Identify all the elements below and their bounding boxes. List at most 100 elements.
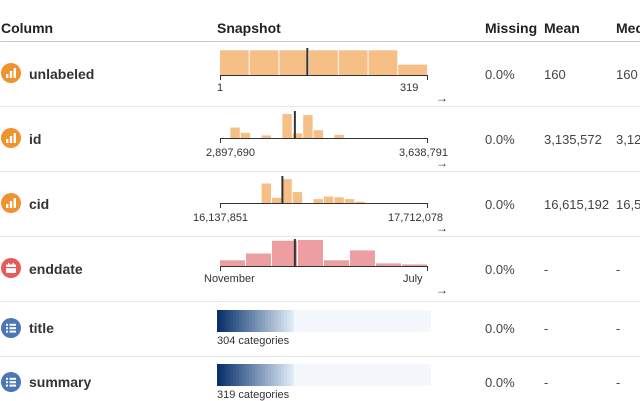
histogram-bar	[292, 133, 303, 138]
histogram[interactable]	[219, 48, 431, 82]
category-segment	[284, 310, 288, 332]
category-segment	[236, 310, 240, 332]
median-value: -	[616, 262, 621, 277]
category-segment	[242, 310, 247, 332]
table-row[interactable]: id 2,897,690 3,638,791 → 0.0% 3,135,572 …	[0, 107, 640, 172]
histogram-bar	[350, 250, 375, 266]
category-segment	[258, 310, 263, 332]
axis-min-label: 2,897,690	[206, 147, 255, 159]
table-header: Column Snapshot Missing Mean Med	[0, 0, 640, 42]
mean-value: 3,135,572	[544, 132, 602, 147]
category-bar[interactable]	[217, 310, 431, 334]
category-segment	[217, 364, 221, 386]
table-row[interactable]: enddate November July → 0.0% - -	[0, 237, 640, 302]
median-value: 160	[616, 67, 638, 82]
category-segment	[274, 364, 279, 386]
histogram-bar	[282, 114, 292, 138]
table-row[interactable]: cid 16,137,851 17,712,078 → 0.0% 16,615,…	[0, 172, 640, 237]
histogram-bar	[279, 50, 309, 75]
axis-max-label: July	[403, 273, 423, 285]
missing-value: 0.0%	[485, 321, 515, 336]
mean-value: 160	[544, 67, 566, 82]
median-value: 3,12	[616, 132, 640, 147]
category-segment	[249, 364, 253, 386]
table-row[interactable]: title 304 categories 0.0% - -	[0, 302, 640, 357]
arrow-right-icon[interactable]: →	[436, 221, 448, 235]
histogram-bar	[398, 64, 427, 75]
histogram-bar	[344, 199, 355, 203]
histogram-bar	[261, 183, 271, 203]
arrow-right-icon[interactable]: →	[436, 283, 448, 297]
column-header[interactable]: Column	[1, 20, 54, 36]
column-name: summary	[29, 374, 92, 390]
category-segment	[220, 310, 224, 332]
histogram-bar	[261, 135, 271, 138]
histogram-bar	[240, 132, 251, 138]
histogram-bar	[324, 196, 334, 203]
category-segment	[223, 310, 227, 332]
category-segment	[236, 364, 240, 386]
category-segment	[287, 364, 291, 386]
missing-value: 0.0%	[485, 197, 515, 212]
mean-value: -	[544, 375, 549, 390]
missing-value: 0.0%	[485, 132, 515, 147]
category-segment	[226, 364, 231, 386]
date-type-icon	[1, 258, 21, 278]
histogram-bar	[230, 127, 240, 138]
table-row[interactable]: summary 319 categories 0.0% - -	[0, 357, 640, 401]
category-segment	[261, 364, 266, 386]
histogram[interactable]	[219, 176, 431, 210]
missing-value: 0.0%	[485, 67, 515, 82]
numeric-type-icon	[1, 63, 21, 83]
category-segment	[229, 310, 234, 332]
snapshot-header[interactable]: Snapshot	[217, 20, 281, 36]
category-remainder	[293, 310, 431, 332]
missing-header[interactable]: Missing	[485, 20, 538, 36]
arrow-right-icon[interactable]: →	[436, 156, 448, 170]
column-name: cid	[29, 196, 50, 212]
column-name: id	[29, 131, 42, 147]
category-segment	[239, 364, 243, 386]
column-name: enddate	[29, 261, 83, 277]
category-segment	[287, 310, 291, 332]
histogram-bar	[246, 253, 271, 266]
table-row[interactable]: unlabeled 1 319 → 0.0% 160 160	[0, 42, 640, 107]
category-bar[interactable]	[217, 364, 431, 388]
category-segment	[220, 364, 224, 386]
category-count-label: 304 categories	[217, 335, 290, 347]
histogram[interactable]	[219, 111, 431, 145]
category-type-icon	[1, 318, 21, 338]
category-segment	[229, 364, 234, 386]
category-segment	[255, 310, 259, 332]
histogram-bar	[220, 260, 245, 266]
histogram-bar	[313, 130, 323, 138]
histogram-bar	[368, 50, 398, 75]
missing-value: 0.0%	[485, 375, 515, 390]
arrow-right-icon[interactable]: →	[436, 91, 448, 105]
category-segment	[226, 310, 231, 332]
category-segment	[265, 364, 269, 386]
category-type-icon	[1, 372, 21, 392]
histogram-bar	[313, 199, 323, 203]
axis-max-label: 3,638,791	[399, 147, 448, 159]
category-segment	[258, 364, 263, 386]
category-segment	[255, 364, 259, 386]
category-segment	[245, 310, 250, 332]
mean-header[interactable]: Mean	[544, 20, 580, 36]
column-name: unlabeled	[29, 66, 95, 82]
category-segment	[252, 310, 256, 332]
histogram-bar	[334, 134, 344, 138]
category-segment	[281, 310, 285, 332]
axis-min-label: November	[204, 273, 255, 285]
median-header[interactable]: Med	[616, 20, 640, 36]
histogram-bar	[272, 240, 297, 266]
median-value: 16,5	[616, 197, 640, 212]
histogram-bar	[292, 192, 303, 203]
category-segment	[277, 364, 282, 386]
histogram-bar	[220, 50, 249, 75]
category-remainder	[293, 364, 431, 386]
histogram[interactable]	[219, 239, 431, 273]
category-segment	[245, 364, 250, 386]
category-segment	[274, 310, 279, 332]
histogram-bar	[282, 179, 292, 203]
